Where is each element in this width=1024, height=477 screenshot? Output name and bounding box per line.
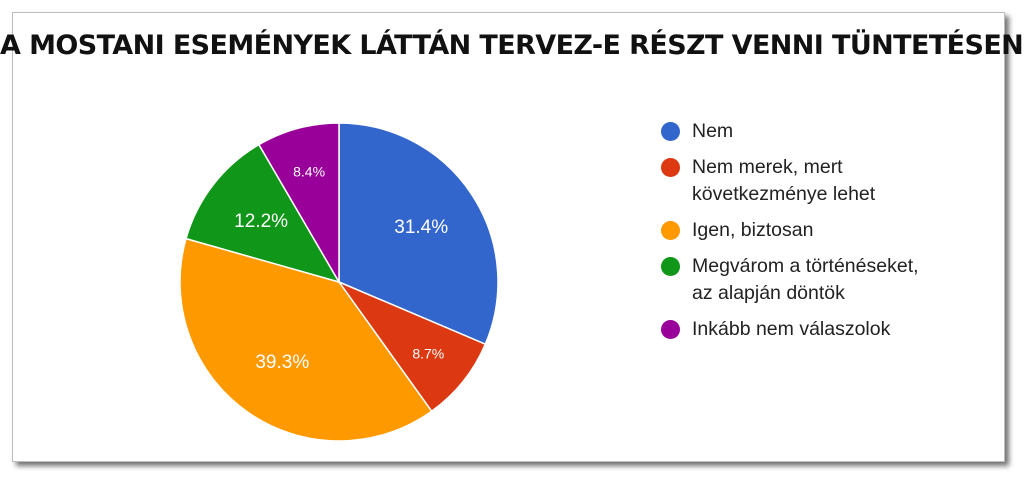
legend-label: következménye lehet <box>692 183 876 205</box>
legend-item: Igen, biztosan <box>660 217 990 244</box>
slice-value-label: 8.7% <box>412 346 444 362</box>
legend-item: Inkább nem válaszolok <box>660 316 990 343</box>
legend-label: Nem <box>692 120 734 142</box>
pie-slice <box>336 280 487 413</box>
chart-card <box>12 12 1005 462</box>
legend-label: az alapján döntök <box>692 282 845 304</box>
legend-swatch <box>661 122 680 141</box>
legend-swatch <box>661 221 680 240</box>
legend-label: Inkább nem válaszolok <box>692 318 891 340</box>
pie-slice <box>179 237 433 442</box>
slice-value-label: 8.4% <box>293 164 325 180</box>
slice-value-label: 39.3% <box>255 352 309 373</box>
pie-slice <box>185 143 341 284</box>
legend-item: Megvárom a történéseket, az alapján döntö… <box>660 253 990 307</box>
legend-label: Megvárom a történéseket, <box>692 255 919 277</box>
chart-title: A MOSTANI ESEMÉNYEK LÁTTÁN TERVEZ-E RÉSZ… <box>0 30 1024 61</box>
legend-item: Nem <box>660 118 990 145</box>
legend-label: Nem merek, mert <box>692 156 843 178</box>
pie-slice <box>338 122 499 346</box>
legend-swatch <box>661 158 680 177</box>
legend-swatch <box>661 257 680 276</box>
legend-label: Igen, biztosan <box>692 219 814 241</box>
pie-slice <box>257 122 340 285</box>
chart-legend: Nem Nem merek, mert következménye lehet Ige… <box>660 118 990 352</box>
slice-value-label: 31.4% <box>394 217 448 238</box>
legend-swatch <box>661 320 680 339</box>
legend-item: Nem merek, mert következménye lehet <box>660 154 990 208</box>
slice-value-label: 12.2% <box>234 211 288 232</box>
